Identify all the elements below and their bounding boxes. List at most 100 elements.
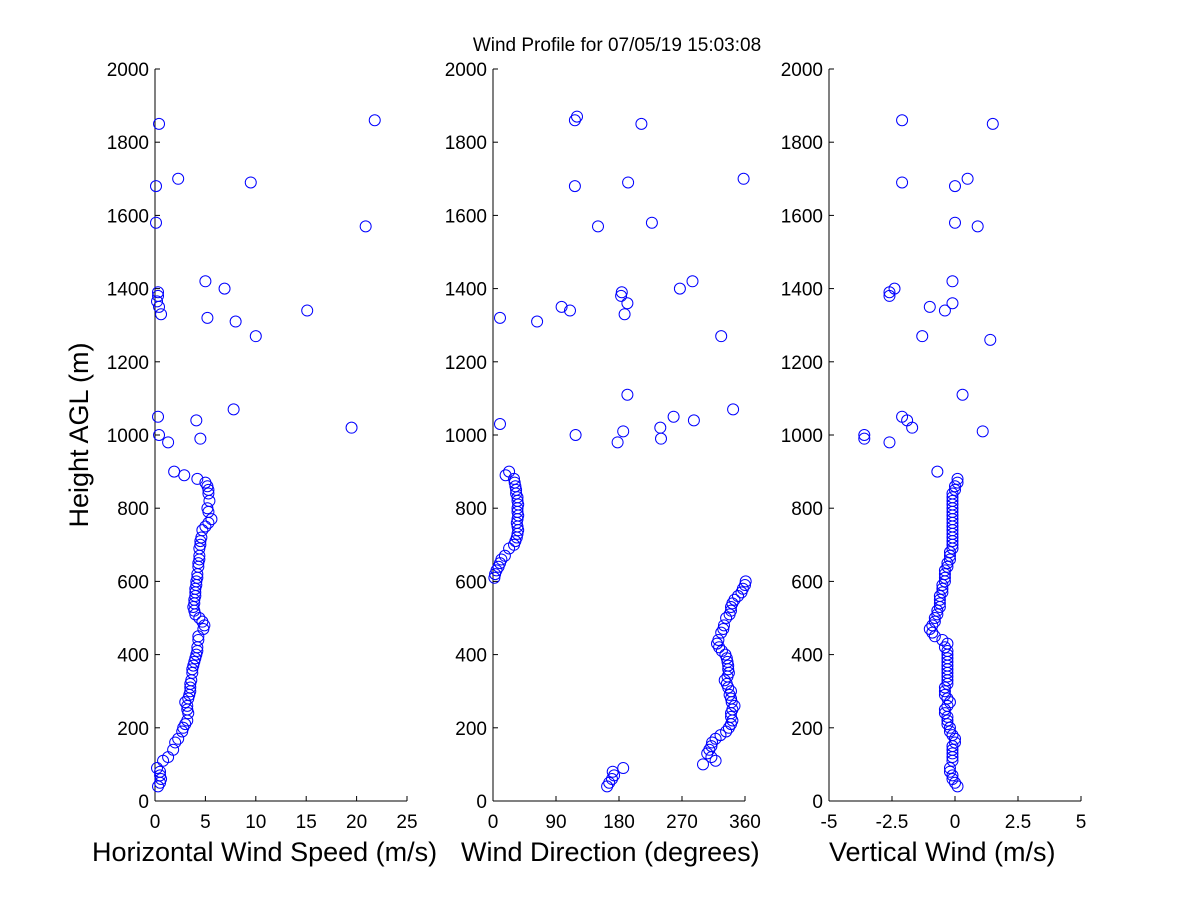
vertical-data-point: [931, 465, 944, 478]
vertical-data-point: [943, 725, 956, 738]
vertical-x-tick-label: 2.5: [1005, 812, 1031, 833]
horizontal-wind-speed-panel: 0 200 400 600 800 1000 1200 1400 1600 1800 2000 0 5 1…: [64, 60, 437, 867]
speed-data-point: [196, 524, 209, 537]
direction-data-point: [622, 176, 635, 189]
vertical-data-point: [938, 685, 951, 698]
speed-data-point: [172, 172, 185, 185]
vertical-y-tick-label: 1400: [781, 280, 823, 301]
speed-data-point: [182, 692, 195, 705]
speed-data-point: [201, 502, 214, 515]
vertical-data-point: [916, 330, 929, 343]
speed-data-point: [199, 476, 212, 489]
vertical-data-point: [946, 773, 959, 786]
vertical-data-point: [976, 425, 989, 438]
vertical-data-point: [946, 297, 959, 310]
vertical-data-point: [938, 688, 951, 701]
vertical-data-point: [933, 590, 946, 603]
speed-data-point: [205, 513, 218, 526]
speed-data-point: [188, 655, 201, 668]
direction-y-tick-label: 0: [476, 792, 487, 813]
direction-data-point: [737, 172, 750, 185]
direction-data-point: [739, 579, 751, 592]
height-y-axis-label: Height AGL (m): [64, 342, 94, 527]
speed-data-point: [154, 769, 167, 782]
direction-data-point: [717, 622, 730, 635]
speed-y-tick-label: 1400: [107, 280, 149, 301]
direction-y-tick-label: 2000: [445, 60, 487, 81]
vertical-data-point: [946, 747, 959, 760]
vertical-data-point: [936, 582, 949, 595]
speed-x-tick-label: 20: [346, 812, 367, 833]
vertical-data-point: [943, 549, 956, 562]
speed-data-point: [301, 304, 314, 317]
direction-data-point: [495, 553, 508, 566]
direction-data-point: [687, 414, 700, 427]
vertical-data-point: [941, 557, 954, 570]
speed-data-point: [194, 432, 207, 445]
speed-data-point: [151, 762, 164, 775]
vertical-data-point: [931, 604, 944, 617]
speed-data-point: [199, 275, 212, 288]
direction-data-point: [603, 776, 616, 789]
direction-x-tick-label: 0: [488, 812, 499, 833]
direction-data-point: [715, 626, 728, 639]
direction-data-point: [508, 476, 521, 489]
vertical-data-point: [986, 117, 999, 130]
speed-data-point: [179, 696, 192, 709]
figure-title: Wind Profile for 07/05/19 15:03:08: [473, 35, 761, 56]
vertical-y-tick-label: 0: [812, 792, 823, 813]
vertical-data-point: [858, 432, 871, 445]
direction-x-tick-label: 270: [666, 812, 698, 833]
vertical-x-tick-label: 0: [950, 812, 961, 833]
wind-direction-panel: 0 200 400 600 800 1000 1200 1400 1600 1800 2000 0 90…: [445, 60, 761, 867]
direction-data-point: [503, 465, 516, 478]
direction-data-point: [488, 571, 501, 584]
vertical-data-point: [923, 622, 936, 635]
vertical-data-point: [933, 597, 946, 610]
direction-y-tick-label: 200: [455, 719, 487, 740]
speed-y-tick-label: 1600: [107, 206, 149, 227]
direction-data-point: [705, 740, 718, 753]
direction-y-tick-label: 1400: [445, 280, 487, 301]
vertical-data-point: [941, 560, 954, 573]
speed-data-point: [202, 505, 215, 518]
speed-data-point: [168, 465, 181, 478]
vertical-data-point: [951, 472, 964, 485]
vertical-data-point: [943, 765, 956, 778]
speed-y-tick-label: 400: [117, 646, 149, 667]
vertical-data-point: [926, 619, 939, 632]
speed-y-tick-label: 1200: [107, 353, 149, 374]
speed-data-point: [194, 538, 207, 551]
direction-data-point: [719, 648, 732, 661]
direction-y-tick-label: 1600: [445, 206, 487, 227]
speed-data-point: [201, 311, 214, 324]
direction-data-point: [606, 773, 618, 786]
vertical-data-point: [938, 707, 951, 720]
vertical-data-point: [949, 483, 961, 496]
speed-data-point: [153, 117, 166, 130]
speed-data-point: [244, 176, 257, 189]
speed-y-tick-label: 200: [117, 719, 149, 740]
vertical-data-point: [941, 652, 954, 665]
speed-data-point: [368, 114, 381, 127]
speed-x-tick-label: 5: [200, 812, 211, 833]
speed-x-tick-label: 10: [245, 812, 266, 833]
vertical-data-point: [938, 564, 951, 577]
speed-data-point: [187, 659, 200, 672]
speed-data-point: [359, 220, 372, 233]
direction-y-tick-label: 1800: [445, 133, 487, 154]
direction-data-point: [727, 403, 740, 416]
direction-data-point: [621, 388, 634, 401]
direction-data-point: [686, 275, 699, 288]
direction-data-point: [703, 743, 716, 756]
vertical-data-point: [984, 333, 997, 346]
direction-data-point: [494, 311, 506, 324]
direction-data-point: [722, 659, 735, 672]
direction-data-point: [725, 710, 737, 723]
direction-data-point: [667, 410, 680, 423]
speed-data-point: [184, 681, 197, 694]
speed-data-point: [229, 315, 242, 328]
direction-data-point: [728, 699, 741, 712]
vertical-data-point: [943, 721, 956, 734]
speed-y-tick-label: 0: [138, 792, 149, 813]
